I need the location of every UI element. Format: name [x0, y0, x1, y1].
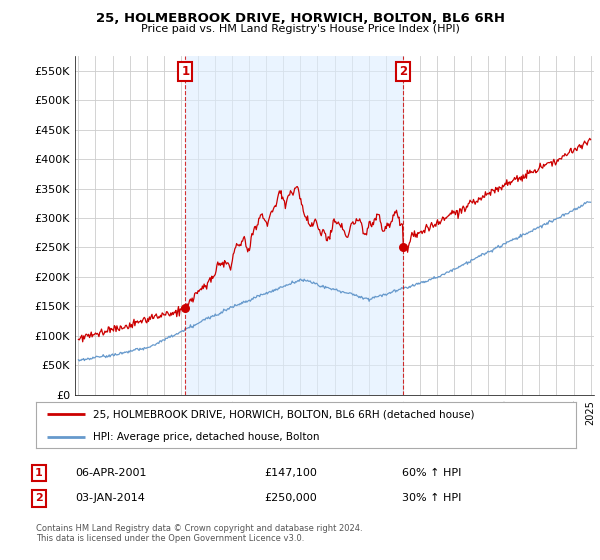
Text: Price paid vs. HM Land Registry's House Price Index (HPI): Price paid vs. HM Land Registry's House …: [140, 24, 460, 34]
Bar: [185, 56, 403, 395]
Text: 06-APR-2001: 06-APR-2001: [75, 468, 146, 478]
Text: 25, HOLMEBROOK DRIVE, HORWICH, BOLTON, BL6 6RH: 25, HOLMEBROOK DRIVE, HORWICH, BOLTON, B…: [95, 12, 505, 25]
Point: [181, 304, 190, 312]
Text: 60% ↑ HPI: 60% ↑ HPI: [402, 468, 461, 478]
Text: Contains HM Land Registry data © Crown copyright and database right 2024.
This d: Contains HM Land Registry data © Crown c…: [36, 524, 362, 543]
Text: 1: 1: [35, 468, 43, 478]
Text: 03-JAN-2014: 03-JAN-2014: [75, 493, 145, 503]
Text: 2: 2: [35, 493, 43, 503]
Text: £250,000: £250,000: [264, 493, 317, 503]
Text: 1: 1: [181, 65, 190, 78]
Text: HPI: Average price, detached house, Bolton: HPI: Average price, detached house, Bolt…: [92, 432, 319, 441]
Text: 25, HOLMEBROOK DRIVE, HORWICH, BOLTON, BL6 6RH (detached house): 25, HOLMEBROOK DRIVE, HORWICH, BOLTON, B…: [92, 409, 474, 419]
Text: 30% ↑ HPI: 30% ↑ HPI: [402, 493, 461, 503]
Text: 2: 2: [399, 65, 407, 78]
Point: [398, 243, 408, 252]
Text: £147,100: £147,100: [264, 468, 317, 478]
